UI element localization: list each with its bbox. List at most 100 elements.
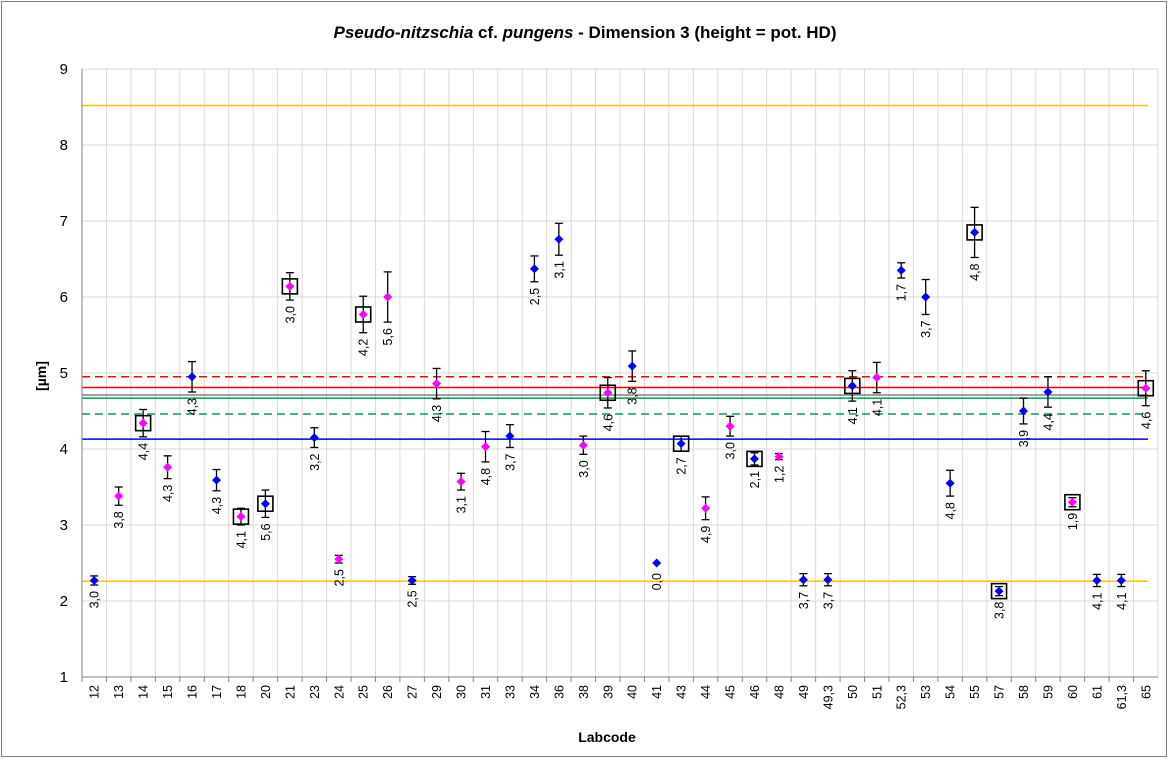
data-point-marker	[1067, 497, 1077, 507]
data-label: 5,6	[381, 328, 395, 345]
x-tick-label: 13	[112, 685, 126, 699]
y-tick-label: 2	[60, 593, 68, 610]
x-tick-label: 14	[137, 685, 151, 699]
data-label: 3,1	[552, 261, 566, 278]
data-label: 4,8	[479, 468, 493, 485]
x-tick-label: 23	[308, 685, 322, 699]
data-point-marker	[481, 442, 490, 452]
data-point-marker	[236, 512, 246, 522]
x-tick-label: 43	[675, 685, 689, 699]
data-point-marker	[774, 452, 784, 462]
data-label: 4,1	[1115, 593, 1129, 610]
data-label: 4,3	[186, 398, 200, 415]
data-label: 4,3	[430, 405, 444, 422]
x-tick-label: 65	[1139, 685, 1153, 699]
data-point-marker	[701, 503, 711, 513]
x-tick-label: 54	[944, 685, 958, 699]
data-point-marker	[334, 554, 344, 564]
data-label: 3,1	[455, 496, 469, 513]
data-point-marker	[554, 234, 564, 244]
data-label: 2,7	[675, 457, 689, 474]
outlier-box	[990, 582, 1008, 600]
data-point-marker	[285, 281, 295, 291]
x-tick-label: 61,3	[1115, 685, 1129, 709]
y-tick-label: 4	[60, 441, 68, 458]
data-point-marker	[896, 265, 906, 275]
y-tick-label: 6	[60, 289, 68, 306]
data-point-marker	[114, 491, 124, 501]
data-point-marker	[578, 440, 588, 450]
data-label: 4,4	[137, 443, 151, 460]
x-tick-label: 36	[552, 685, 566, 699]
data-point-marker	[138, 418, 148, 428]
data-label: 3,8	[112, 511, 126, 528]
y-tick-label: 9	[60, 61, 68, 78]
data-label: 2,5	[528, 288, 542, 305]
x-tick-label: 27	[406, 685, 420, 699]
data-label: 3,7	[821, 592, 835, 609]
data-point-marker	[505, 431, 515, 441]
data-point-marker	[1019, 406, 1028, 416]
data-point-marker	[432, 379, 442, 389]
data-label: 3,8	[626, 387, 640, 404]
x-tick-label: 38	[577, 685, 591, 699]
x-tick-label: 29	[430, 685, 444, 699]
title-italic-2: pungens	[502, 23, 574, 42]
data-point-marker	[970, 227, 980, 237]
data-point-marker	[212, 475, 221, 485]
data-label: 2,5	[406, 590, 420, 607]
data-label: 4,1	[870, 399, 884, 416]
data-label: 4,6	[1139, 412, 1153, 429]
outlier-box	[354, 306, 372, 323]
data-label: 2,1	[748, 471, 762, 488]
data-point-marker	[89, 575, 99, 585]
data-label: 3,0	[283, 306, 297, 323]
x-tick-label: 58	[1017, 685, 1031, 699]
outlier-box	[1137, 379, 1155, 397]
x-tick-label: 26	[381, 685, 395, 699]
x-axis-title: Labcode	[578, 729, 636, 745]
data-label: 4,8	[968, 263, 982, 280]
x-tick-label: 34	[528, 685, 542, 699]
data-point-marker	[407, 575, 417, 585]
outlier-box	[281, 278, 299, 295]
data-points	[89, 206, 1155, 600]
data-point-marker	[1141, 383, 1151, 393]
data-label: 3,7	[919, 320, 933, 337]
data-point-marker	[872, 373, 882, 383]
data-point-marker	[823, 575, 833, 585]
data-label: 4,3	[161, 485, 175, 502]
data-point-marker	[456, 477, 466, 487]
y-tick-label: 3	[60, 517, 68, 534]
x-tick-label: 48	[772, 685, 786, 699]
data-point-marker	[627, 361, 637, 371]
x-tick-label: 16	[186, 685, 200, 699]
data-point-marker	[945, 478, 955, 488]
data-point-marker	[187, 372, 197, 382]
reference-lines	[82, 104, 1148, 582]
data-label: 1,2	[772, 466, 786, 483]
outlier-box	[966, 224, 983, 241]
x-tick-label: 39	[601, 685, 615, 699]
x-tick-label: 55	[968, 685, 982, 699]
data-point-marker	[529, 264, 539, 274]
data-label: 5,6	[259, 523, 273, 540]
x-tick-label: 18	[234, 685, 248, 699]
data-point-marker	[676, 439, 686, 449]
x-tick-label: 41	[650, 685, 664, 699]
data-point-marker	[260, 499, 270, 509]
chart-title: Pseudo-nitzschia cf. pungens - Dimension…	[334, 23, 837, 42]
data-point-marker	[383, 292, 393, 302]
x-tick-label: 25	[357, 685, 371, 699]
x-tick-label: 52,3	[895, 685, 909, 709]
data-label: 4,9	[699, 526, 713, 543]
data-label: 3,7	[503, 453, 517, 470]
data-point-marker	[163, 462, 173, 472]
outlier-box	[672, 435, 690, 452]
outlier-box	[1064, 493, 1081, 511]
x-tick-label: 53	[919, 685, 933, 699]
outlier-box	[232, 508, 250, 525]
